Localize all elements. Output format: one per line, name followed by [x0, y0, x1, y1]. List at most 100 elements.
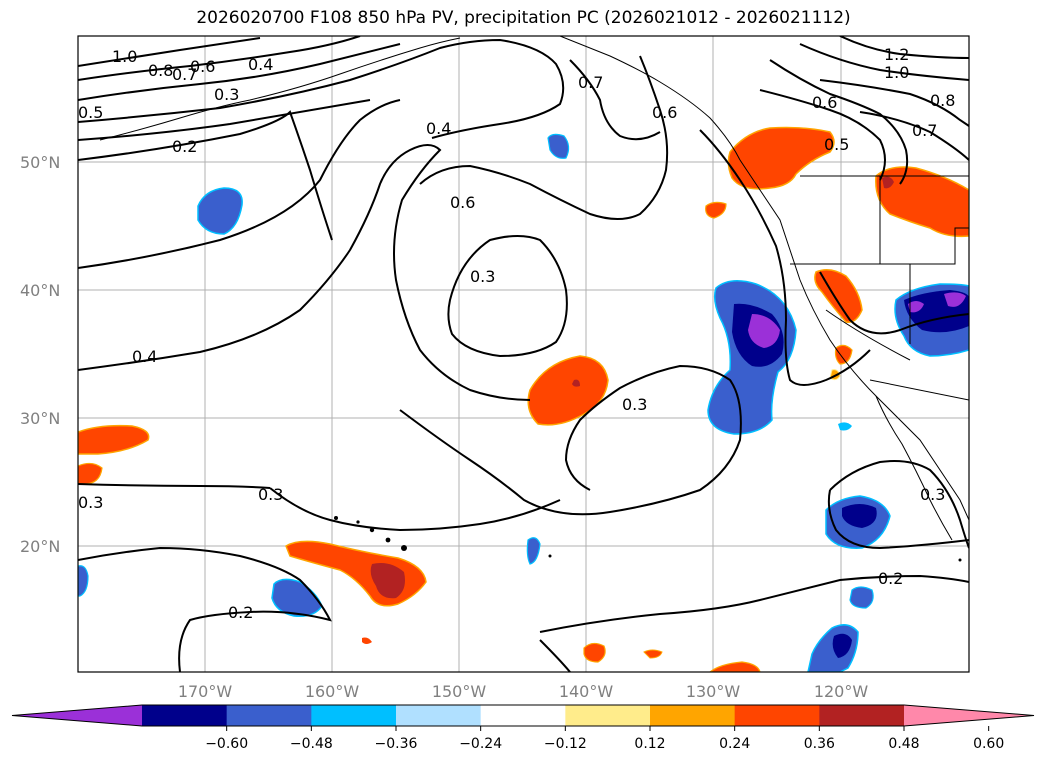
- colorbar-tick-label: −0.24: [459, 736, 502, 752]
- contour-0-4-arc: [78, 99, 401, 269]
- neg-area-california-offshore-peak: [748, 314, 780, 348]
- coast-north-america: [739, 159, 969, 521]
- colorbar-tick-label: 0.24: [719, 736, 750, 752]
- contour-0-2-nw: [78, 110, 333, 241]
- label-0-6-nw: 0.6: [190, 57, 215, 76]
- contour-0-3-east-2: [827, 489, 969, 550]
- label-0-8-nw: 0.8: [148, 61, 173, 80]
- colorbar-tick-label: −0.48: [290, 736, 333, 752]
- lon-label-150: 150°W: [432, 682, 487, 701]
- neg-area-small-central: [526, 537, 541, 565]
- label-0-7-ne: 0.7: [578, 73, 603, 92]
- contour-0-7-ne2: [859, 111, 969, 161]
- contour-0-7-ne: [569, 59, 661, 141]
- contour-0-3-sw: [78, 483, 271, 489]
- neg-area-south-edge-core: [832, 633, 852, 658]
- label-0-4-w: 0.4: [132, 347, 157, 366]
- pos-area-south-edge: [709, 661, 761, 672]
- contour-1-2-ne: [839, 36, 969, 59]
- neg-area-great-basin-peak: [908, 292, 966, 313]
- contour-0-3-loop: [399, 364, 742, 516]
- contour-0-3-s: [269, 487, 561, 532]
- lon-label-160: 160°W: [305, 682, 360, 701]
- islands: [334, 516, 962, 562]
- contour-0-2-south: [539, 639, 571, 672]
- contour-1-0-nw: [78, 37, 261, 67]
- colorbar-outline: [11, 704, 1035, 727]
- label-1-2-ne: 1.2: [884, 45, 909, 64]
- neg-area-baja-south-core: [842, 504, 877, 528]
- map-border: [77, 35, 970, 673]
- label-0-5-ne: 0.5: [824, 135, 849, 154]
- pos-area-west-edge: [78, 424, 150, 455]
- colorbar-segment-3: [311, 705, 397, 726]
- pv-contours: [78, 36, 969, 672]
- label-0-7-nw: 0.7: [172, 65, 197, 84]
- lat-label-20: 20°N: [20, 537, 60, 556]
- latitude-labels: 50°N 40°N 30°N 20°N: [20, 153, 60, 556]
- colorbar-segment-2: [226, 705, 312, 726]
- neg-area-west-edge: [78, 565, 89, 597]
- contour-0-6-ne: [759, 89, 886, 181]
- colorbar-segment-1: [142, 705, 228, 726]
- gridlines: [78, 36, 969, 672]
- colorbar-segment-5: [480, 705, 566, 726]
- label-0-3-se: 0.3: [920, 485, 945, 504]
- label-0-6-ne2: 0.6: [812, 93, 837, 112]
- contour-0-8-ne: [819, 79, 969, 127]
- precip-negative-areas: [78, 133, 969, 672]
- pos-area-bc-small: [705, 201, 727, 219]
- lat-label-40: 40°N: [20, 281, 60, 300]
- lat-label-30: 30°N: [20, 409, 60, 428]
- coastlines: [99, 36, 969, 541]
- colorbar-extend-low: [12, 705, 142, 726]
- pos-area-bc-coast: [727, 126, 835, 190]
- label-0-2-s: 0.2: [228, 603, 253, 622]
- label-0-6-ne: 0.6: [652, 103, 677, 122]
- lat-label-50: 50°N: [20, 153, 60, 172]
- border-states-4: [869, 379, 969, 401]
- map-title: 2026020700 F108 850 hPa PV, precipitatio…: [196, 8, 851, 28]
- label-1-0-nw: 1.0: [112, 47, 137, 66]
- label-0-3-nw: 0.3: [214, 85, 239, 104]
- contour-0-6-center: [419, 55, 669, 220]
- colorbar-tick-label: 0.60: [973, 736, 1004, 752]
- contour-0-3-east: [829, 460, 969, 549]
- label-0-5-w: 0.5: [78, 103, 103, 122]
- lon-label-130: 130°W: [686, 682, 741, 701]
- contour-coast-loop: [699, 129, 871, 386]
- neg-area-tiny-mid: [838, 422, 852, 431]
- colorbar-tick-label: −0.12: [544, 736, 587, 752]
- contour-east-loop: [819, 271, 969, 335]
- pos-area-hawaii-tiny: [362, 637, 372, 644]
- coast-baja: [875, 395, 953, 541]
- colorbar-segment-7: [650, 705, 736, 726]
- label-0-2-nw: 0.2: [172, 137, 197, 156]
- label-0-2-se: 0.2: [878, 569, 903, 588]
- colorbar-tick-label: 0.36: [804, 736, 835, 752]
- label-0-6-center: 0.6: [450, 193, 475, 212]
- pos-area-central-pacific: [527, 355, 609, 426]
- pos-area-small-south: [583, 642, 606, 663]
- precip-positive-areas: [78, 126, 969, 672]
- colorbar-extend-high: [904, 705, 1034, 726]
- lon-label-170: 170°W: [178, 682, 233, 701]
- contour-0-8-nw: [78, 36, 361, 81]
- label-0-7-ne2: 0.7: [912, 121, 937, 140]
- lon-label-140: 140°W: [559, 682, 614, 701]
- contour-0-3-nw: [78, 99, 371, 141]
- contour-0-5-ne: [769, 59, 909, 185]
- colorbar-tick-label: 0.48: [888, 736, 919, 752]
- pos-area-tiny-south: [643, 649, 663, 659]
- pos-area-rockies-north: [875, 166, 969, 238]
- lon-label-120: 120°W: [814, 682, 869, 701]
- colorbar: −0.60 −0.48 −0.36 −0.24 −0.12 0.12 0.24 0.36 0.4…: [11, 704, 1035, 752]
- label-0-3-sw: 0.3: [78, 493, 103, 512]
- colorbar-tick-label: −0.60: [205, 736, 248, 752]
- neg-area-north-small: [547, 133, 570, 159]
- label-0-3-s: 0.3: [258, 485, 283, 504]
- pos-area-ca-small: [834, 344, 853, 365]
- contour-0-2-s: [78, 546, 332, 672]
- pos-area-hawaii-core: [370, 563, 405, 599]
